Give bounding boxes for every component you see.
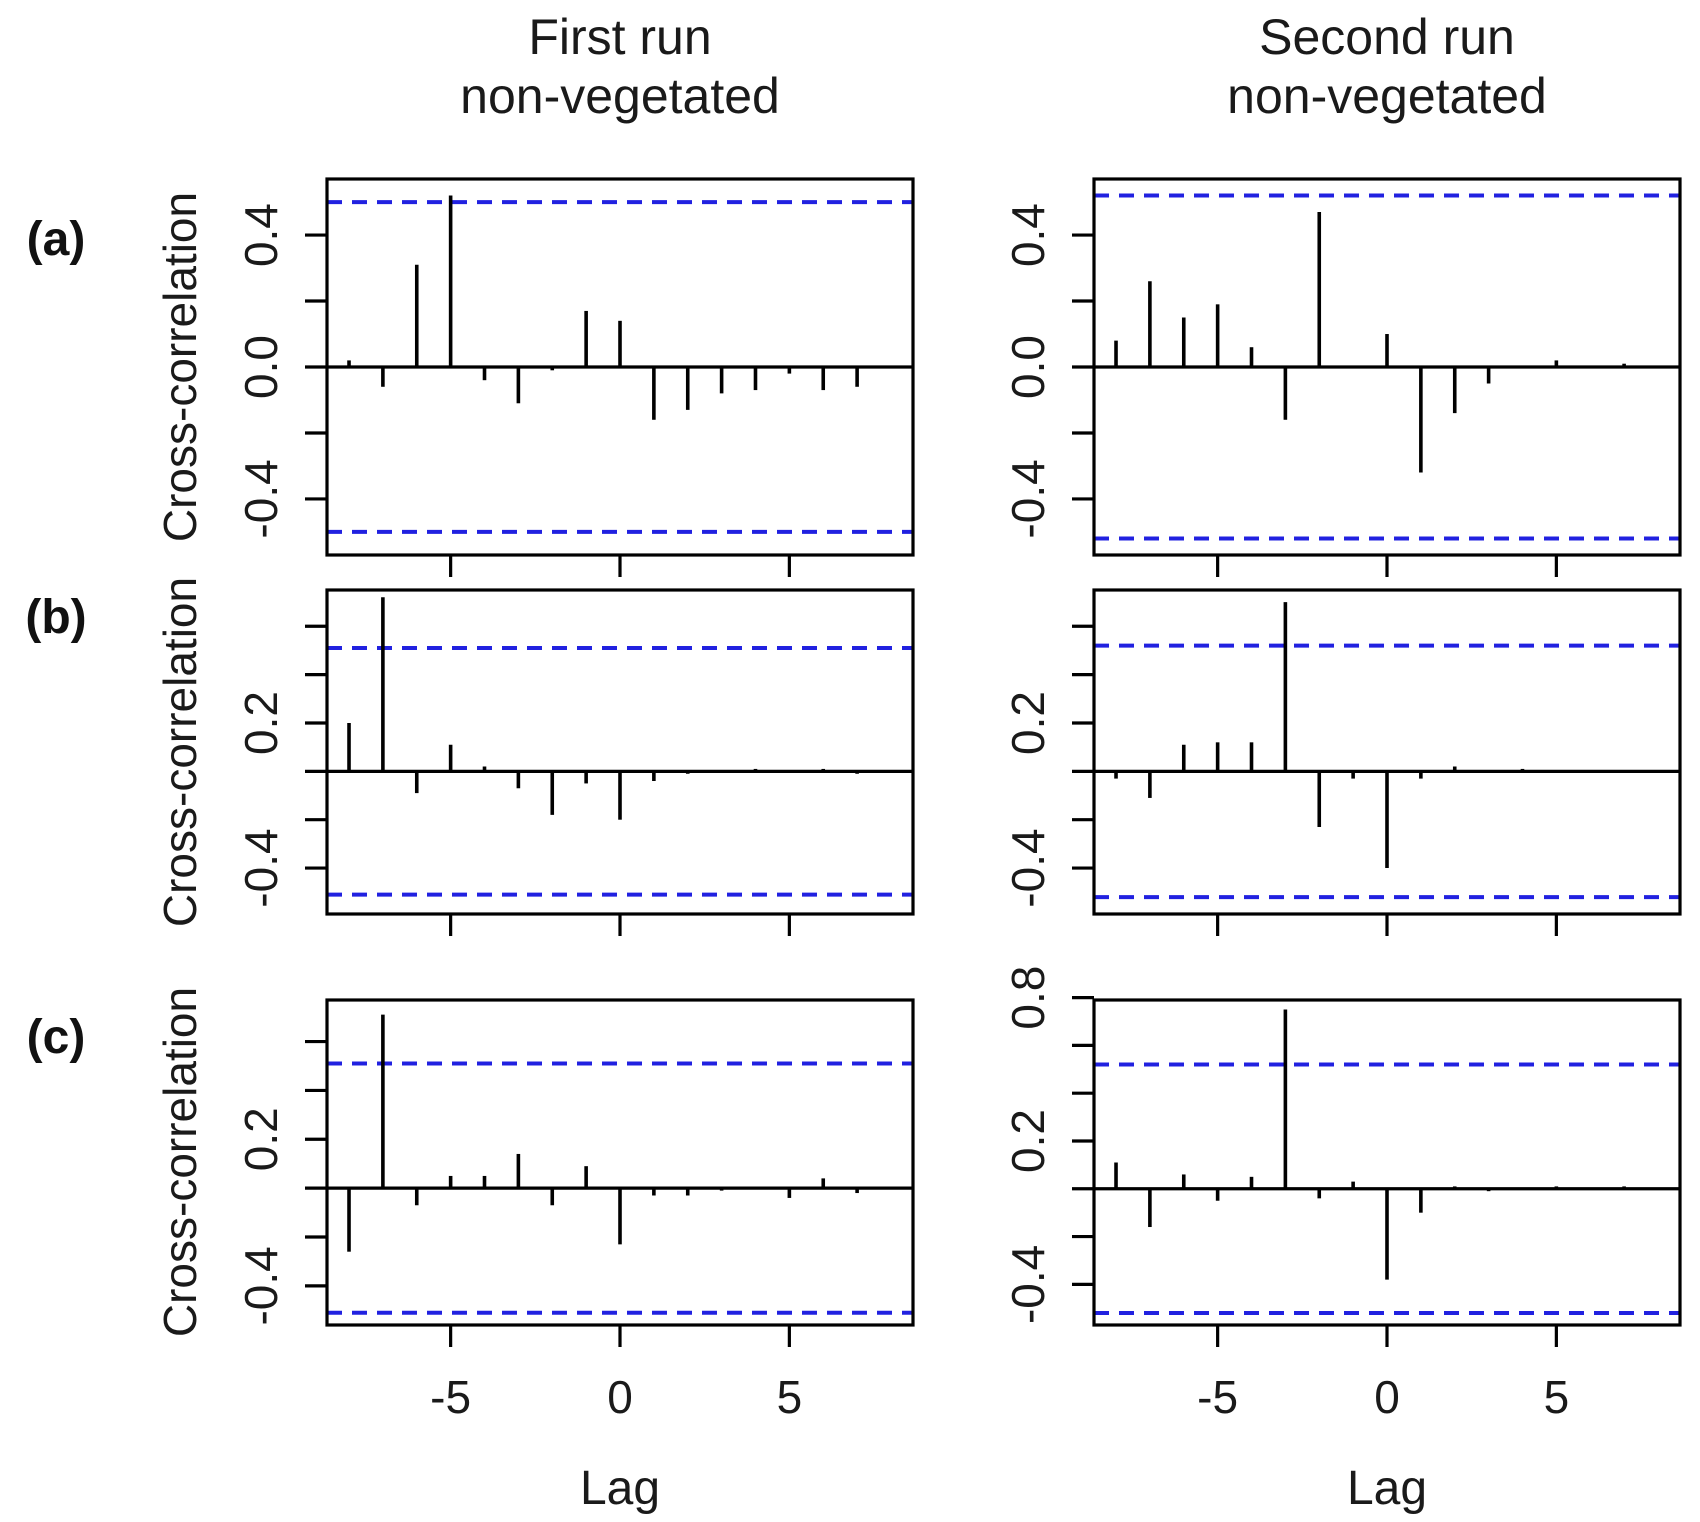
svg-text:-5: -5 — [1197, 1371, 1238, 1423]
svg-text:-0.4: -0.4 — [1002, 459, 1054, 538]
svg-text:-0.4: -0.4 — [1002, 828, 1054, 907]
svg-text:0.4: 0.4 — [235, 203, 287, 267]
x-axis-title-second-run: Lag — [1346, 1462, 1428, 1515]
ccf-plot-b-first-run: 0.2 -0.4 — [235, 588, 915, 936]
svg-text:5: 5 — [1544, 1371, 1570, 1423]
svg-text:0.2: 0.2 — [235, 691, 287, 755]
column-title-first-run-line1: First run — [528, 9, 712, 65]
svg-text:0.2: 0.2 — [1002, 691, 1054, 755]
svg-text:0.0: 0.0 — [235, 335, 287, 399]
svg-text:0: 0 — [607, 1371, 633, 1423]
svg-text:0.2: 0.2 — [235, 1107, 287, 1171]
column-title-second-run-line1: Second run — [1259, 9, 1515, 65]
column-title-first-run-line2: non-vegetated — [460, 68, 780, 124]
svg-text:0.0: 0.0 — [1002, 335, 1054, 399]
x-axis-title-first-run: Lag — [579, 1462, 661, 1515]
ccf-plot-a-first-run: 0.4 0.0 -0.4 — [235, 177, 915, 577]
row-label-c: (c) — [26, 1011, 86, 1064]
svg-text:5: 5 — [777, 1371, 803, 1423]
ccf-plot-b-second-run: 0.2 -0.4 — [1002, 588, 1682, 936]
svg-text:0.2: 0.2 — [1002, 1109, 1054, 1173]
svg-text:0: 0 — [1374, 1371, 1400, 1423]
svg-text:-0.4: -0.4 — [235, 828, 287, 907]
svg-text:-0.4: -0.4 — [1002, 1245, 1054, 1324]
column-title-first-run: First run non-vegetated — [360, 8, 880, 126]
svg-text:-5: -5 — [430, 1371, 471, 1423]
svg-text:-0.4: -0.4 — [235, 459, 287, 538]
column-title-second-run: Second run non-vegetated — [1127, 8, 1647, 126]
ccf-plot-a-second-run: 0.4 0.0 -0.4 — [1002, 177, 1682, 577]
ccf-plot-c-second-run: 0.8 0.2 -0.4 -5 0 5 — [1002, 966, 1682, 1423]
row-label-a: (a) — [26, 213, 86, 266]
column-title-second-run-line2: non-vegetated — [1227, 68, 1547, 124]
svg-text:0.4: 0.4 — [1002, 203, 1054, 267]
svg-text:0.8: 0.8 — [1002, 966, 1054, 1030]
ccf-plot-c-first-run: 0.2 -0.4 -5 0 5 — [235, 998, 915, 1423]
svg-text:-0.4: -0.4 — [235, 1246, 287, 1325]
row-label-b: (b) — [25, 591, 87, 644]
